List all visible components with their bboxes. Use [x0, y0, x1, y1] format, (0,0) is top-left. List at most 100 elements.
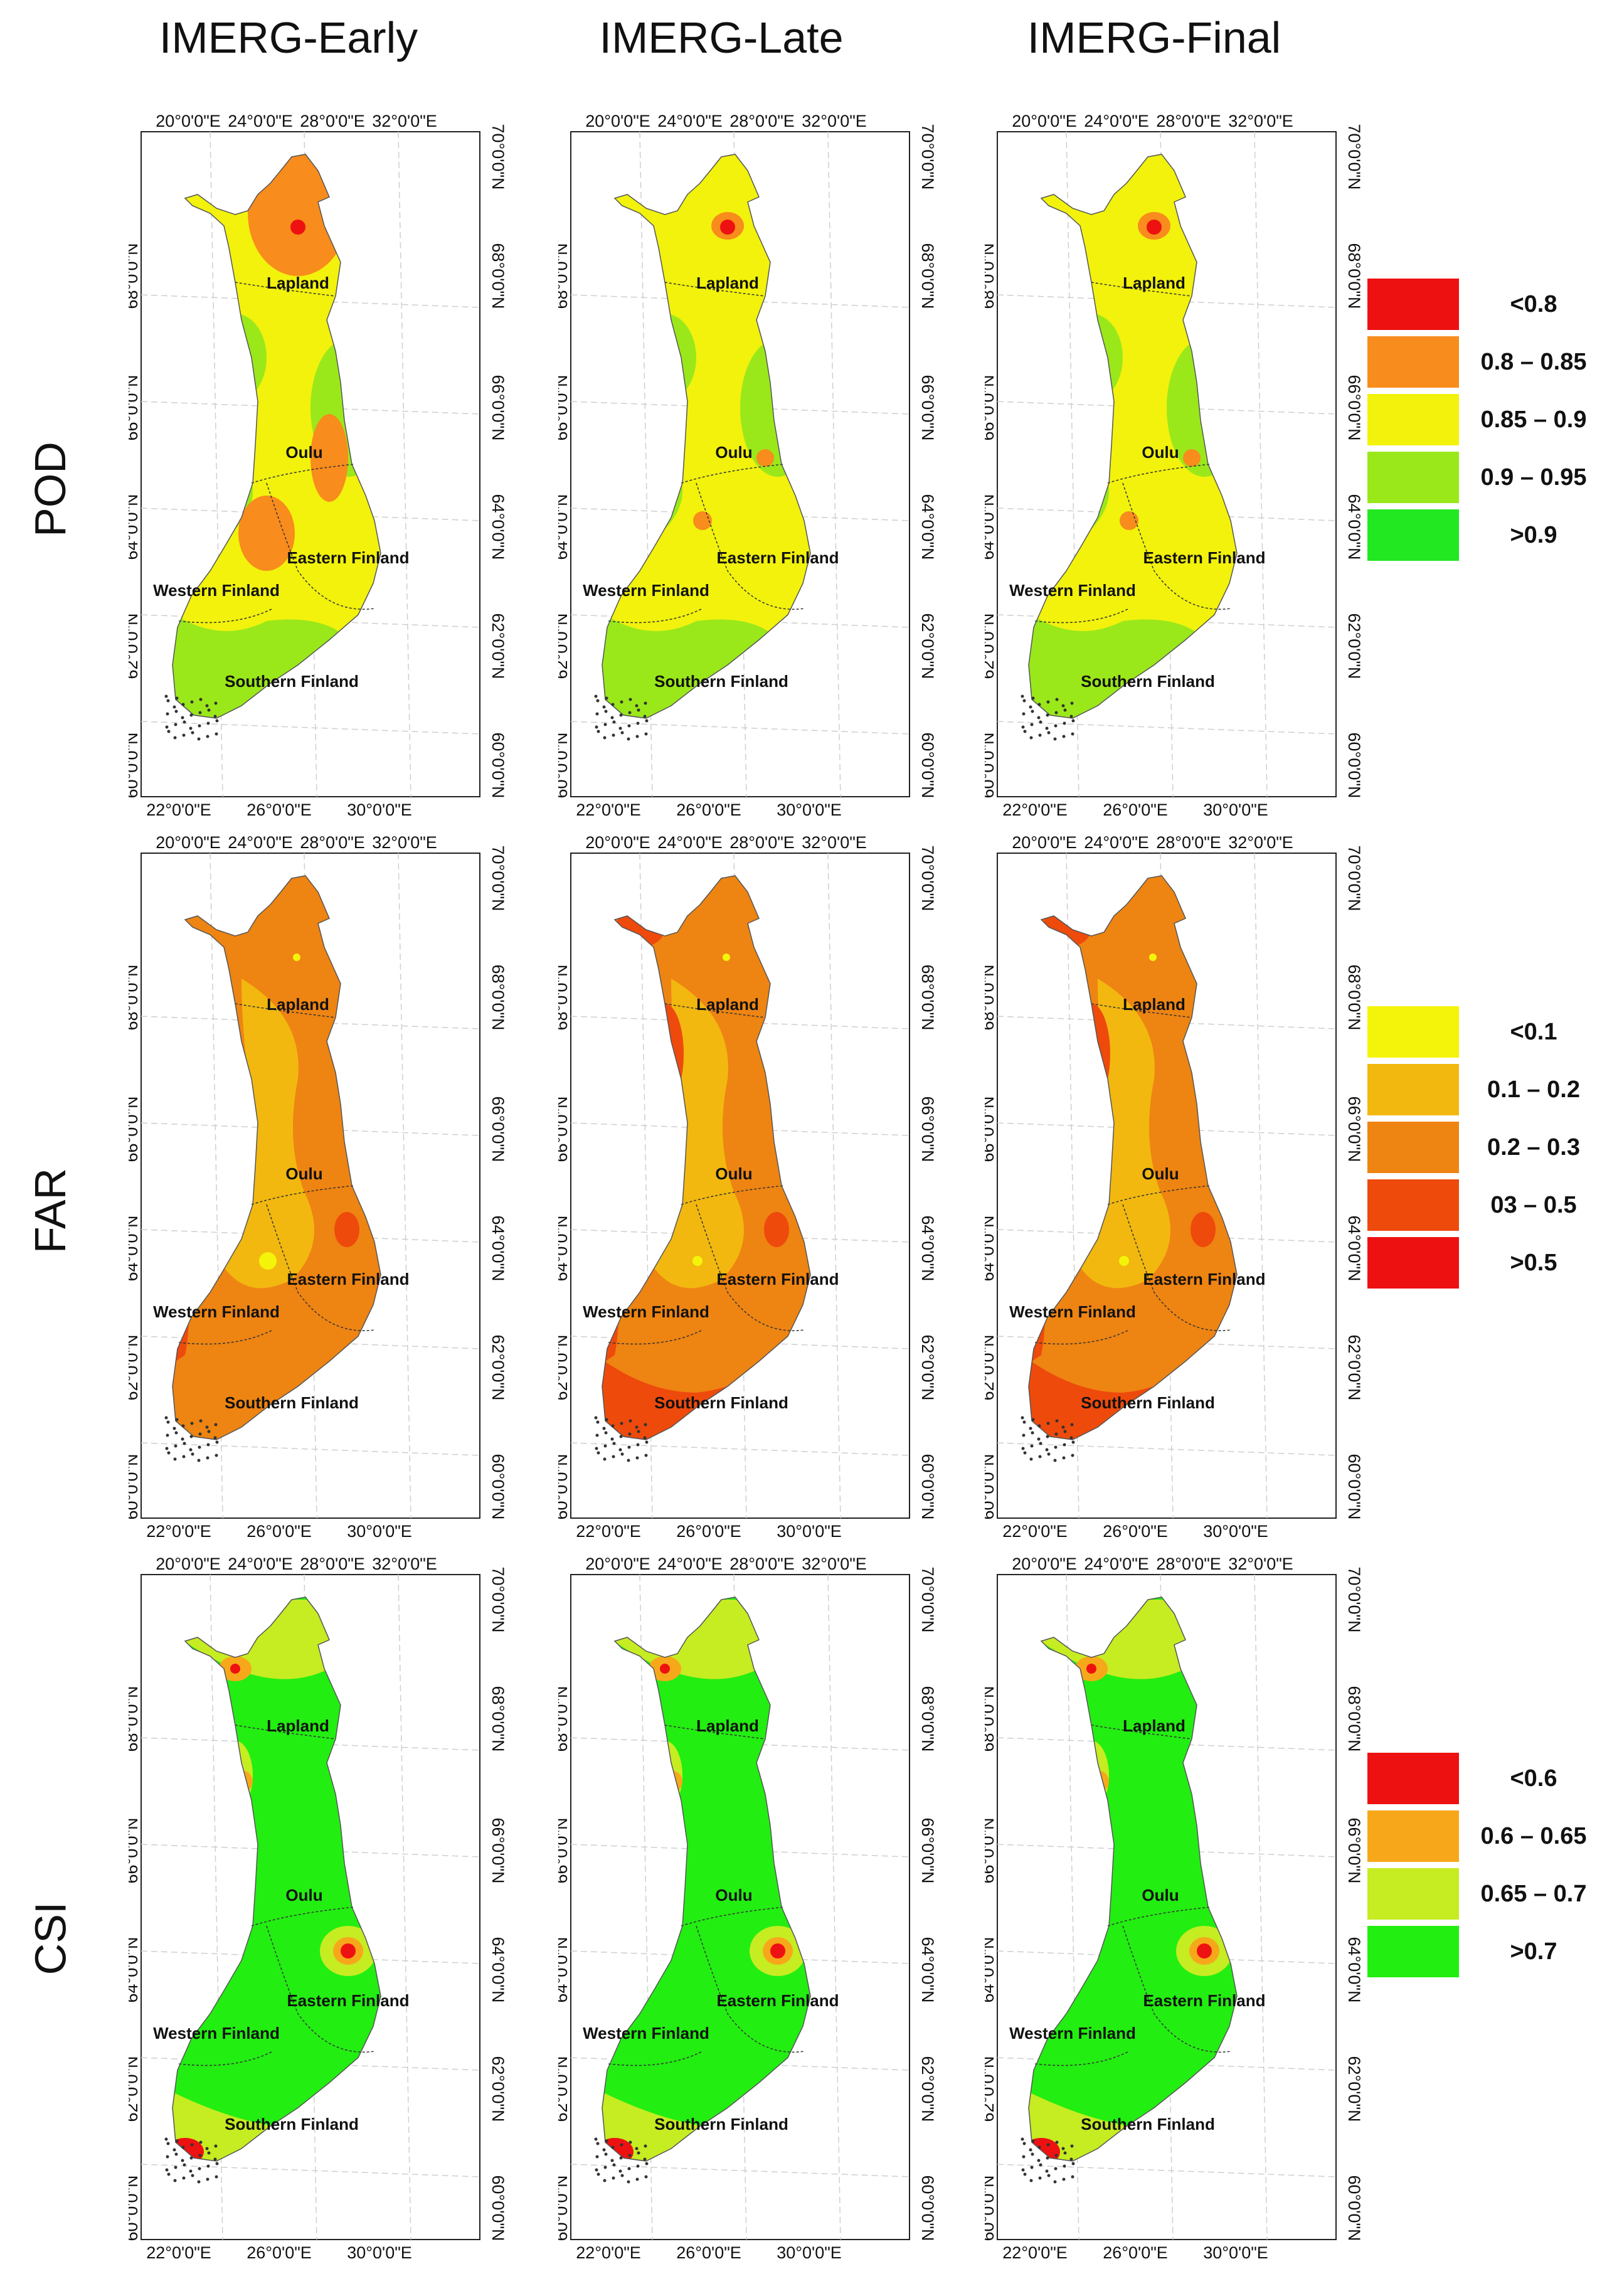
- region-boundary: [266, 482, 375, 610]
- island-dot: [602, 1427, 606, 1430]
- island-dot: [602, 705, 606, 709]
- tick-label-right: 70°0'0"N: [918, 845, 937, 911]
- island-dot: [1062, 735, 1066, 738]
- island-dot: [1031, 696, 1035, 700]
- island-dot: [175, 696, 179, 700]
- tick-label-bottom: 30°0'0"E: [347, 1522, 412, 1541]
- zone-oulu: [1183, 449, 1201, 467]
- tick-label-right: 66°0'0"N: [489, 1817, 507, 1883]
- island-dot: [1063, 721, 1066, 725]
- legend-swatch: [1367, 1868, 1459, 1920]
- island-dot: [1021, 2137, 1024, 2141]
- island-dot: [1047, 2174, 1051, 2177]
- graticule-line: [570, 614, 910, 628]
- graticule-line: [570, 1442, 910, 1456]
- island-dot: [619, 2156, 623, 2160]
- legend-item: 0.6 – 0.65: [1367, 1808, 1606, 1866]
- island-dot: [1054, 1445, 1058, 1449]
- tick-label-left: 66°0'0"N: [558, 1096, 571, 1162]
- graticule-line: [997, 2057, 1337, 2071]
- island-dot: [182, 1455, 186, 1459]
- island-dot: [166, 2142, 170, 2145]
- tick-label-left: 60°0'0"N: [985, 2175, 997, 2241]
- island-dot: [189, 2156, 193, 2160]
- graticule-line: [570, 1229, 910, 1243]
- legend-swatch: [1367, 1064, 1459, 1115]
- map-svg: Lapland Oulu Eastern Finland Western Finlan…: [985, 833, 1364, 1541]
- tick-label-top: 24°0'0"E: [228, 112, 293, 130]
- finland-outline: [172, 875, 381, 1440]
- tick-label-right: 68°0'0"N: [918, 1686, 937, 1751]
- region-label: Western Finland: [153, 581, 280, 600]
- island-dot: [620, 700, 623, 704]
- tick-label-left: 66°0'0"N: [129, 1096, 141, 1162]
- tick-label-left: 68°0'0"N: [985, 964, 997, 1030]
- island-dot: [207, 2151, 211, 2155]
- island-dot: [1071, 719, 1075, 723]
- island-dot: [594, 2137, 598, 2141]
- island-dot: [1037, 2145, 1041, 2149]
- map-panel-far-1: Lapland Oulu Eastern Finland Western Finlan…: [558, 831, 1010, 1546]
- region-boundary: [1091, 282, 1192, 297]
- tick-label-bottom: 30°0'0"E: [777, 2243, 842, 2262]
- graticule-line: [997, 1336, 1337, 1349]
- column-title-final: IMERG-Final: [1027, 13, 1281, 62]
- graticule-line: [997, 294, 1337, 308]
- graticule-line: [141, 1442, 480, 1456]
- island-dot: [197, 2180, 201, 2184]
- island-dot: [610, 716, 614, 720]
- tick-label-bottom: 22°0'0"E: [576, 2243, 641, 2262]
- island-dot: [1046, 1422, 1050, 1425]
- island-dot: [597, 730, 600, 733]
- island-dot: [215, 2175, 218, 2179]
- legend-item: 0.1 – 0.2: [1367, 1061, 1606, 1119]
- island-dot: [1069, 715, 1073, 718]
- tick-label-right: 60°0'0"N: [489, 2175, 507, 2241]
- graticule-line: [570, 1844, 910, 1858]
- island-dot: [635, 1456, 639, 1460]
- island-dot: [182, 733, 186, 737]
- graticule-line: [141, 2164, 480, 2177]
- graticule-line: [1254, 131, 1268, 797]
- tick-label-right: 66°0'0"N: [918, 1817, 937, 1883]
- zone-east-spot: [1191, 1212, 1216, 1247]
- island-dot: [1023, 1451, 1027, 1455]
- island-dot: [175, 1418, 179, 1422]
- island-dot: [618, 1448, 622, 1452]
- graticule-line: [141, 1844, 480, 1858]
- region-boundary: [266, 1204, 375, 1331]
- island-dot: [1055, 698, 1059, 701]
- island-dot: [189, 713, 193, 717]
- island-dot: [627, 1459, 630, 1462]
- region-boundary: [1107, 1185, 1211, 1205]
- map-svg: Lapland Oulu Eastern Finland Western Finlan…: [985, 112, 1364, 819]
- island-dot: [627, 737, 630, 741]
- island-dot: [596, 2142, 600, 2145]
- island-dot: [644, 701, 647, 705]
- graticule-line: [141, 614, 480, 628]
- island-dot: [1023, 2172, 1027, 2176]
- column-title-late: IMERG-Late: [599, 13, 844, 62]
- tick-label-left: 64°0'0"N: [985, 1215, 997, 1281]
- finland-outline: [602, 875, 811, 1440]
- graticule-line: [570, 508, 910, 521]
- island-dot: [1054, 1432, 1058, 1436]
- island-dot: [1031, 1431, 1034, 1435]
- island-dot: [198, 1445, 201, 1449]
- tick-label-left: 66°0'0"N: [558, 1817, 571, 1883]
- graticule-line: [570, 1950, 910, 1964]
- graticule-line: [1254, 1574, 1268, 2240]
- legend-label: 0.2 – 0.3: [1487, 1134, 1580, 1161]
- region-boundary: [696, 1925, 805, 2053]
- finland-outline: [602, 1597, 811, 2162]
- tick-label-left: 64°0'0"N: [558, 1215, 571, 1281]
- finland-outline: [172, 154, 381, 719]
- island-dot: [1030, 1444, 1034, 1448]
- map-panel-csi-2: Lapland Oulu Eastern Finland Western Finlan…: [985, 1553, 1436, 2268]
- island-dot: [637, 708, 640, 712]
- map-svg: Lapland Oulu Eastern Finland Western Finlan…: [558, 112, 937, 819]
- island-dot: [1070, 1423, 1074, 1427]
- island-dot: [165, 725, 169, 729]
- island-dot: [620, 2174, 624, 2177]
- island-dot: [628, 2154, 632, 2157]
